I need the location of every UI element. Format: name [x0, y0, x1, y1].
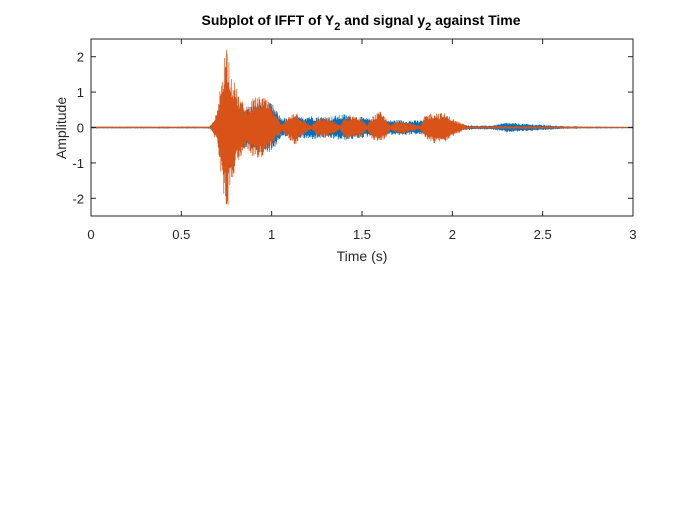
y-tick-label: 2: [77, 50, 84, 65]
x-tick-label: 2: [449, 227, 456, 242]
x-tick-label: 0: [87, 227, 94, 242]
y-tick-label: -1: [72, 156, 84, 171]
chart-title: Subplot of IFFT of Y2 and signal y2 agai…: [202, 12, 521, 33]
x-tick-label: 1.5: [353, 227, 371, 242]
series-layer: [90, 49, 634, 205]
x-tick-label: 0.5: [172, 227, 190, 242]
x-tick-label: 1: [268, 227, 275, 242]
y-tick-label: -2: [72, 191, 84, 206]
chart-title-sub2: 2: [425, 21, 431, 33]
axes-box: [90, 38, 634, 217]
chart-title-part2: and signal y: [340, 12, 425, 28]
y-tick-label: 1: [77, 85, 84, 100]
chart-title-sub1: 2: [334, 21, 340, 33]
x-tick-label: 2.5: [534, 227, 552, 242]
y-tick-label: 0: [77, 121, 84, 136]
chart-title-part1: Subplot of IFFT of Y: [202, 12, 335, 28]
ticks-layer: 0 0.5 1 1.5 2 2.5 3 2 1 0 -1 -2: [72, 39, 637, 242]
series-line-2: [90, 49, 634, 205]
x-axis-label: Time (s): [337, 248, 388, 264]
x-tick-label: 3: [629, 227, 636, 242]
y-axis-label: Amplitude: [53, 97, 69, 159]
chart-title-part3: against Time: [431, 12, 520, 28]
plot-area: 0 0.5 1 1.5 2 2.5 3 2 1 0 -1 -2: [72, 38, 637, 242]
